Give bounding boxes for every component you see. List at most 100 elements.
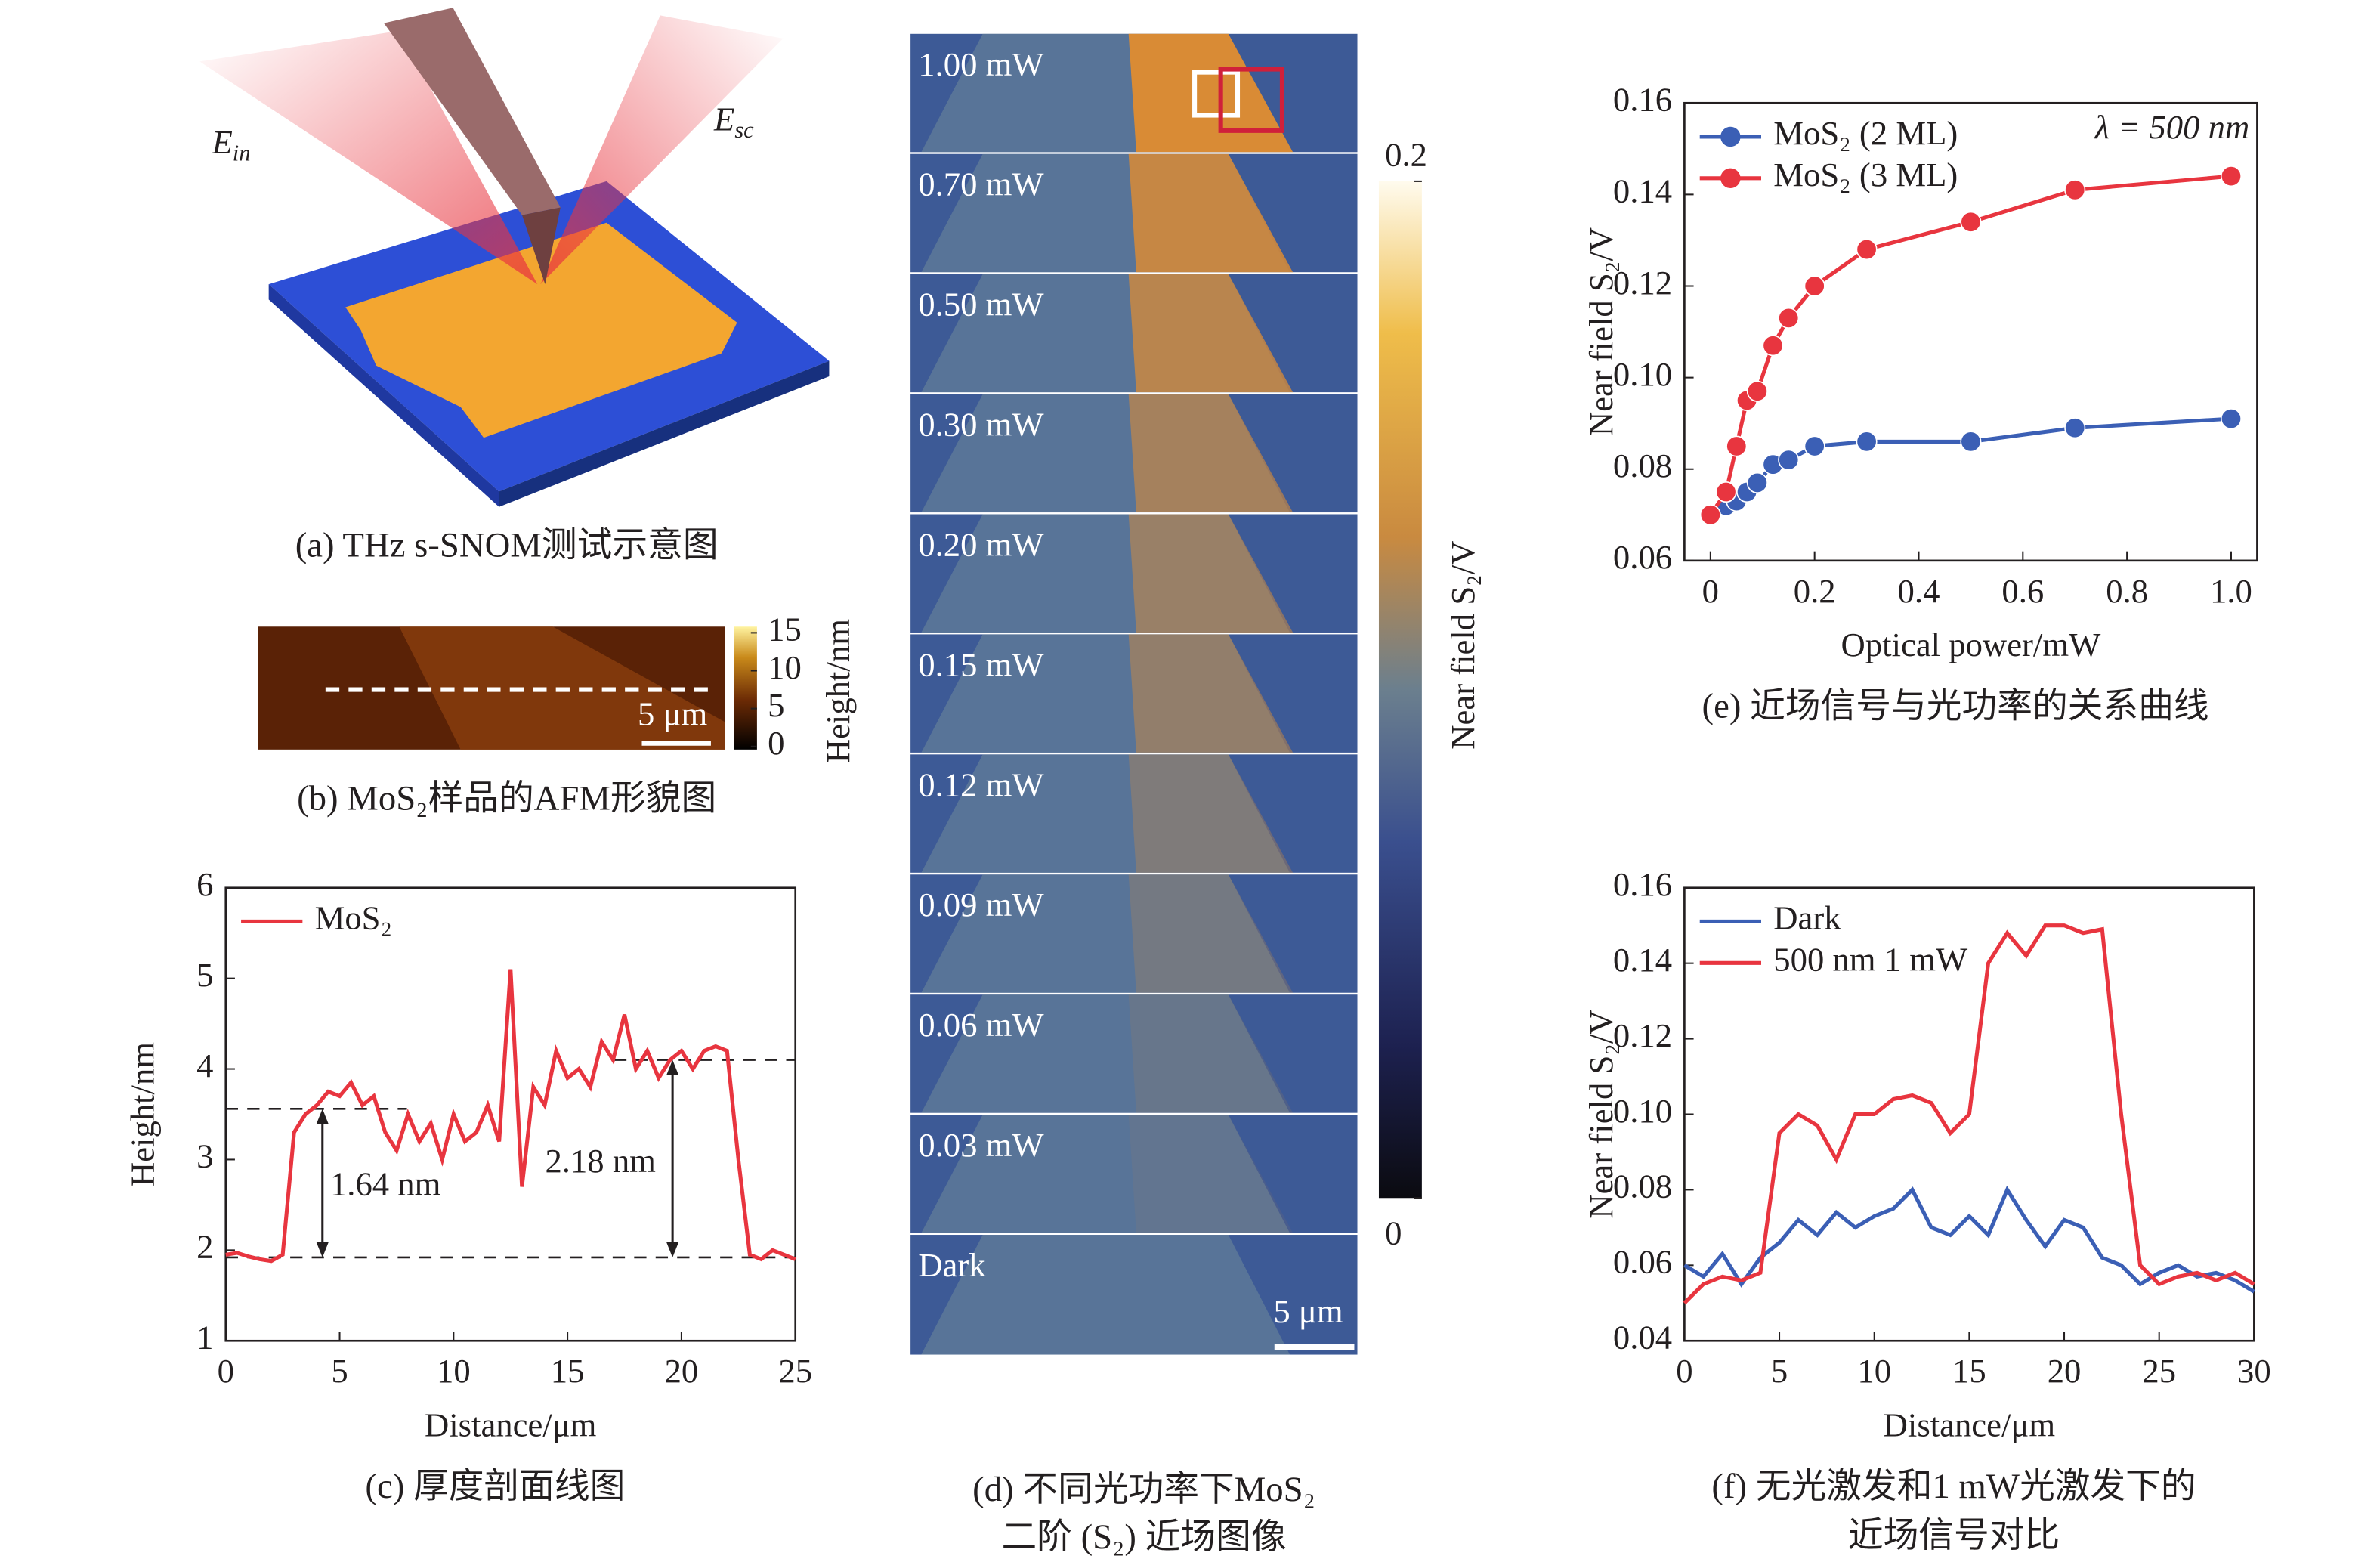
data-point <box>1778 307 1800 329</box>
marker-box <box>1192 70 1241 118</box>
y-tick-label: 0.10 <box>1613 355 1672 393</box>
subscript: sc <box>734 117 754 143</box>
colorbar-tick-label: 0 <box>768 724 784 762</box>
data-point <box>1699 504 1721 526</box>
data-point <box>1746 472 1768 493</box>
legend-marker <box>1720 168 1741 189</box>
y-tick-label: 0.10 <box>1613 1092 1672 1130</box>
annotation: 2.18 nm <box>545 1142 656 1180</box>
data-point <box>1762 335 1784 357</box>
symbol: E <box>211 123 232 161</box>
y-tick-label: 0.14 <box>1613 172 1672 210</box>
marker-box <box>1218 67 1284 133</box>
y-tick-label: 0.12 <box>1613 1016 1672 1054</box>
data-point <box>1726 435 1748 457</box>
y-axis-label: Height/nm <box>123 1042 161 1186</box>
caption: (f) 无光激发和1 mW光激发下的 <box>1711 1467 2196 1506</box>
frame-label: 0.30 mW <box>918 406 1044 444</box>
bright-region <box>1128 634 1294 753</box>
data-point <box>1960 431 1982 453</box>
bright-region <box>1128 1115 1294 1233</box>
bright-region <box>921 994 1290 1113</box>
data-point <box>1715 481 1737 503</box>
y-tick-label: 6 <box>196 865 213 903</box>
data-point <box>1778 449 1800 471</box>
series-line <box>1683 923 2255 1305</box>
y-tick-label: 0.14 <box>1613 941 1672 979</box>
schematic: Ein Esc (a) THz s-SNOM测试示意图 <box>199 8 830 564</box>
legend-label: 500 nm 1 mW <box>1773 941 1968 979</box>
data-point <box>1804 435 1825 457</box>
frame-label: 0.50 mW <box>918 286 1044 323</box>
arrow-head <box>316 1242 329 1257</box>
y-tick-label: 0.06 <box>1613 538 1672 576</box>
scattered-field: Esc <box>713 101 754 143</box>
colorbar-tick-label: 5 <box>768 686 784 724</box>
x-tick-label: 30 <box>2237 1352 2271 1390</box>
colorbar-tick-label: 0.2 <box>1385 136 1427 174</box>
bright-region <box>1128 153 1294 273</box>
frame-label: 0.06 mW <box>918 1006 1044 1044</box>
x-tick-label: 0 <box>1702 572 1719 610</box>
data-point <box>2064 179 2086 201</box>
legend-label: MoS₂ <box>315 899 393 937</box>
frame-label: 0.12 mW <box>918 766 1044 803</box>
bright-region <box>1128 874 1294 993</box>
bright-region <box>921 1235 1290 1355</box>
x-tick-label: 10 <box>1857 1352 1891 1390</box>
frame-label: 0.09 mW <box>918 886 1044 923</box>
frame-label: 0.15 mW <box>918 645 1044 683</box>
caption: (e) 近场信号与光功率的关系曲线 <box>1702 687 2209 726</box>
data-point <box>1960 211 1982 233</box>
caption: 二阶 (S₂) 近场图像 <box>1001 1517 1286 1557</box>
y-tick-label: 0.16 <box>1613 865 1672 903</box>
series-line <box>1683 1185 2255 1294</box>
y-tick-label: 0.12 <box>1613 264 1672 302</box>
colorbar-tick-label: 15 <box>768 611 802 648</box>
colorbar <box>1378 181 1422 1199</box>
scale-bar: 5 μm <box>1273 1292 1343 1330</box>
bright-region <box>1128 514 1294 633</box>
caption: 近场信号对比 <box>1848 1516 2060 1555</box>
y-axis-label: Near field S₂/V <box>1582 1010 1620 1218</box>
arrow-head <box>666 1059 679 1075</box>
frame-label: 0.70 mW <box>918 165 1044 203</box>
frame-label: 0.20 mW <box>918 525 1044 563</box>
bright-region <box>921 754 1290 873</box>
y-tick-label: 2 <box>196 1228 213 1266</box>
data-point <box>2220 408 2242 430</box>
x-tick-label: 0.4 <box>1898 572 1940 610</box>
bright-region <box>1128 994 1294 1113</box>
bright-region <box>921 1115 1290 1233</box>
incident-field: Ein <box>211 123 250 165</box>
y-tick-label: 4 <box>196 1047 213 1084</box>
x-tick-label: 5 <box>1771 1352 1788 1390</box>
bright-region <box>1128 33 1294 153</box>
y-tick-label: 0.08 <box>1613 447 1672 484</box>
x-tick-label: 25 <box>2142 1352 2176 1390</box>
data-point <box>1746 380 1768 402</box>
y-tick-label: 0.06 <box>1613 1243 1672 1281</box>
y-tick-label: 0.16 <box>1613 81 1672 119</box>
data-point <box>1856 239 1878 261</box>
subscript: in <box>233 140 251 165</box>
bright-region <box>1128 394 1294 513</box>
x-tick-label: 0.2 <box>1794 572 1836 610</box>
bright-region <box>921 634 1290 753</box>
caption: (c) 厚度剖面线图 <box>365 1467 625 1506</box>
colorbar-label: Height/nm <box>819 619 857 763</box>
x-tick-label: 0 <box>218 1352 234 1390</box>
frame-label: 0.03 mW <box>918 1126 1044 1164</box>
x-axis-label: Optical power/mW <box>1841 626 2102 663</box>
symbol: E <box>713 101 734 138</box>
annotation: λ = 500 nm <box>2094 108 2250 146</box>
colorbar-tick-label: 0 <box>1385 1214 1402 1251</box>
data-point <box>2064 417 2086 439</box>
caption: (d) 不同光功率下MoS₂ <box>972 1470 1315 1509</box>
x-tick-label: 0 <box>1676 1352 1692 1390</box>
legend-marker <box>1720 126 1741 147</box>
x-axis-label: Distance/μm <box>1884 1406 2056 1443</box>
legend-label: MoS₂ (3 ML) <box>1773 156 1958 193</box>
near-field-panel: Near field S₂/V (d) 不同光功率下MoS₂ 二阶 (S₂) 近… <box>910 33 1482 1557</box>
